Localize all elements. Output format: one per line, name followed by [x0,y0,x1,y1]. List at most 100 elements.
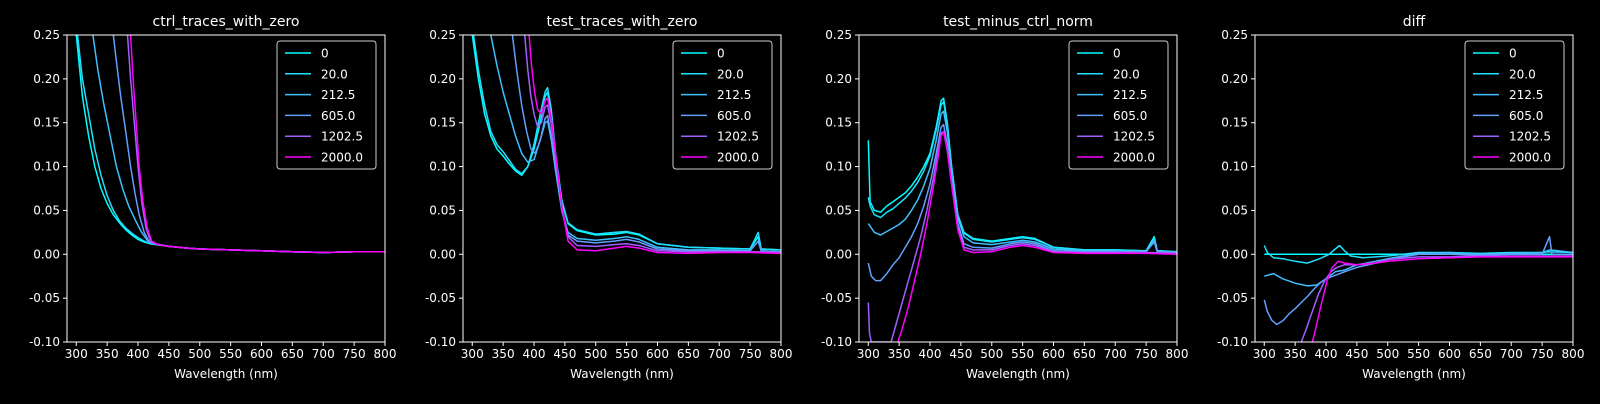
axes-frame [462,34,782,343]
chart-title: ctrl_traces_with_zero [153,14,300,30]
x-tick-label: 450 [949,347,972,361]
y-tick-label: 0.10 [1221,160,1248,174]
x-tick-label: 800 [374,347,397,361]
x-tick-label: 400 [523,347,546,361]
x-axis-label: Wavelength (nm) [1362,367,1466,381]
legend-label: 212.5 [321,88,355,102]
legend-label: 20.0 [1509,67,1536,81]
x-tick-label: 300 [461,347,484,361]
legend-box [672,40,773,170]
x-tick-label: 500 [980,347,1003,361]
legend: 0 20.0 212.5 605.0 1202.5 2000.0 [672,40,773,170]
y-tick-label: -0.10 [425,335,456,349]
y-tick-label: 0.00 [1221,247,1248,261]
chart-title: diff [1403,14,1426,30]
x-axis-label: Wavelength (nm) [966,367,1070,381]
y-tick-label: 0.20 [429,72,456,86]
legend-label: 0 [1509,47,1517,61]
y-tick-label: -0.10 [29,335,60,349]
x-tick-label: 450 [157,347,180,361]
x-tick-label: 350 [1284,347,1307,361]
x-tick-label: 650 [281,347,304,361]
series-line-20.0 [1263,244,1573,264]
legend-label: 2000.0 [717,151,759,165]
y-tick-label: 0.10 [825,160,852,174]
y-tick-label: 0.00 [429,247,456,261]
y-tick-label: -0.05 [1217,291,1248,305]
x-tick-label: 600 [1042,347,1065,361]
x-tick-label: 550 [1011,347,1034,361]
y-tick-label: -0.05 [29,291,60,305]
legend-label: 20.0 [717,67,744,81]
x-axis-label: Wavelength (nm) [570,367,674,381]
legend-label: 605.0 [1113,109,1147,123]
series-line-605.0 [867,123,1177,282]
x-tick-label: 350 [888,347,911,361]
y-tick-label: 0.05 [33,203,60,217]
y-tick-label: 0.05 [825,203,852,217]
x-tick-label: 350 [96,347,119,361]
legend-label: 1202.5 [321,130,363,144]
axes-frame [858,34,1178,343]
x-tick-label: 600 [646,347,669,361]
series-group [867,97,1177,342]
chart-panel-1: 300 350 400 450 500 550 600 650 700 750 800 -0.10 -0… [29,14,397,381]
series-line-212.5 [867,110,1177,254]
legend-label: 2000.0 [321,151,363,165]
legend-label: 212.5 [1509,88,1543,102]
x-tick-label: 400 [127,347,150,361]
y-tick-label: 0.25 [825,28,852,42]
x-tick-label: 450 [1345,347,1368,361]
series-line-605.0 [1263,235,1573,326]
legend-label: 20.0 [321,67,348,81]
series-line-2000.0 [129,35,385,254]
y-tick-label: 0.05 [429,203,456,217]
x-tick-label: 550 [219,347,242,361]
x-tick-label: 800 [1562,347,1585,361]
x-tick-label: 400 [919,347,942,361]
x-tick-label: 300 [857,347,880,361]
x-tick-label: 750 [1135,347,1158,361]
axes-frame [66,34,386,343]
legend-label: 20.0 [1113,67,1140,81]
y-tick-label: 0.00 [33,247,60,261]
x-tick-label: 700 [1500,347,1523,361]
y-tick-label: 0.10 [429,160,456,174]
x-tick-label: 300 [1253,347,1276,361]
legend-label: 605.0 [321,109,355,123]
chart-panel-3: 300 350 400 450 500 550 600 650 700 750 800 -0.10 -0… [821,14,1189,381]
legend-label: 0 [1113,47,1121,61]
legend-box [1068,40,1169,170]
y-tick-label: 0.25 [33,28,60,42]
legend-label: 212.5 [1113,88,1147,102]
chart-panel-4: 300 350 400 450 500 550 600 650 700 750 800 -0.10 -0… [1217,14,1585,381]
x-tick-label: 300 [65,347,88,361]
y-tick-label: 0.15 [825,116,852,130]
x-tick-label: 800 [770,347,793,361]
y-tick-label: 0.20 [33,72,60,86]
x-tick-label: 750 [1531,347,1554,361]
legend-box [1464,40,1565,170]
x-tick-label: 700 [708,347,731,361]
series-line-2000.0 [1311,256,1573,342]
legend-label: 1202.5 [1113,130,1155,144]
legend-label: 212.5 [717,88,751,102]
legend-label: 0 [321,47,329,61]
x-tick-label: 650 [1073,347,1096,361]
x-tick-label: 800 [1166,347,1189,361]
legend-box [276,40,377,170]
x-tick-label: 650 [677,347,700,361]
x-tick-label: 600 [250,347,273,361]
chart-panel-2: 300 350 400 450 500 550 600 650 700 750 800 -0.10 -0… [425,14,793,381]
legend: 0 20.0 212.5 605.0 1202.5 2000.0 [1068,40,1169,170]
series-group [1263,235,1573,342]
y-tick-label: -0.05 [821,291,852,305]
y-tick-label: 0.00 [825,247,852,261]
y-tick-label: 0.15 [1221,116,1248,130]
y-tick-label: 0.05 [1221,203,1248,217]
legend-label: 605.0 [717,109,751,123]
x-tick-label: 400 [1315,347,1338,361]
axes-frame [1254,34,1574,343]
legend-label: 2000.0 [1113,151,1155,165]
